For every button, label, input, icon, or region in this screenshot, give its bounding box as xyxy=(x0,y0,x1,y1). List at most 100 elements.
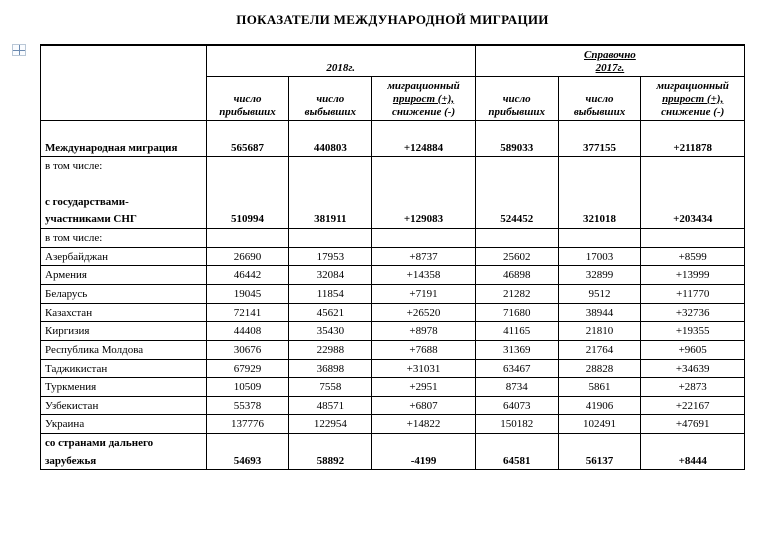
row-label: со странами дальнего xyxy=(41,434,207,452)
header-arrivals-2018: число прибывших xyxy=(206,77,289,121)
cell: +19355 xyxy=(641,322,745,341)
row-label: Международная миграция xyxy=(41,139,207,157)
row-label: Туркмения xyxy=(41,378,207,397)
row-label: Таджикистан xyxy=(41,359,207,378)
cell: +9605 xyxy=(641,340,745,359)
cell: 31369 xyxy=(475,340,558,359)
header-departures-2018: число выбывших xyxy=(289,77,372,121)
table-row: Киргизия 44408 35430 +8978 41165 21810 +… xyxy=(41,322,745,341)
table-row: зарубежья 54693 58892 -4199 64581 56137 … xyxy=(41,452,745,470)
cell: +203434 xyxy=(641,210,745,228)
cell: 11854 xyxy=(289,284,372,303)
cell: 41165 xyxy=(475,322,558,341)
cell: +31031 xyxy=(372,359,476,378)
page-title: ПОКАЗАТЕЛИ МЕЖДУНАРОДНОЙ МИГРАЦИИ xyxy=(40,12,745,28)
cell: 46898 xyxy=(475,266,558,285)
cell: 35430 xyxy=(289,322,372,341)
cell: +14822 xyxy=(372,415,476,434)
cell: 150182 xyxy=(475,415,558,434)
cell: +32736 xyxy=(641,303,745,322)
cell: 21282 xyxy=(475,284,558,303)
cell: 8734 xyxy=(475,378,558,397)
cell: +8737 xyxy=(372,247,476,266)
cell: +22167 xyxy=(641,396,745,415)
header-growth-2018: миграционный прирост (+), снижение (-) xyxy=(372,77,476,121)
table-row xyxy=(41,121,745,139)
cell: +47691 xyxy=(641,415,745,434)
cell: 28828 xyxy=(558,359,641,378)
cell: 102491 xyxy=(558,415,641,434)
cell: 36898 xyxy=(289,359,372,378)
header-ref-line2: 2017г. xyxy=(596,62,625,74)
cell: +13999 xyxy=(641,266,745,285)
cell: 63467 xyxy=(475,359,558,378)
table-row: участниками СНГ 510994 381911 +129083 52… xyxy=(41,210,745,228)
cell: +211878 xyxy=(641,139,745,157)
header-arrivals-2017: число прибывших xyxy=(475,77,558,121)
row-label: Казахстан xyxy=(41,303,207,322)
cell: +7688 xyxy=(372,340,476,359)
cell: 510994 xyxy=(206,210,289,228)
table-header-row: 2018г. Справочно 2017г. xyxy=(41,45,745,77)
cell: 71680 xyxy=(475,303,558,322)
cell: 46442 xyxy=(206,266,289,285)
cell: 38944 xyxy=(558,303,641,322)
table-row: Беларусь 19045 11854 +7191 21282 9512 +1… xyxy=(41,284,745,303)
table-row: в том числе: xyxy=(41,229,745,248)
table-row: Азербайджан 26690 17953 +8737 25602 1700… xyxy=(41,247,745,266)
cell: 32899 xyxy=(558,266,641,285)
table-row xyxy=(41,175,745,193)
cell: 64581 xyxy=(475,452,558,470)
cell: +129083 xyxy=(372,210,476,228)
cell: +2873 xyxy=(641,378,745,397)
cell: +2951 xyxy=(372,378,476,397)
row-label: Украина xyxy=(41,415,207,434)
cell: 19045 xyxy=(206,284,289,303)
cell: 7558 xyxy=(289,378,372,397)
row-label: в том числе: xyxy=(41,229,207,248)
cell: 122954 xyxy=(289,415,372,434)
row-label: Республика Молдова xyxy=(41,340,207,359)
cell: 44408 xyxy=(206,322,289,341)
cell: +26520 xyxy=(372,303,476,322)
table-row: Туркмения 10509 7558 +2951 8734 5861 +28… xyxy=(41,378,745,397)
cell: 377155 xyxy=(558,139,641,157)
cell: 56137 xyxy=(558,452,641,470)
row-label: Киргизия xyxy=(41,322,207,341)
cell: 321018 xyxy=(558,210,641,228)
cell: 54693 xyxy=(206,452,289,470)
cell: 589033 xyxy=(475,139,558,157)
cell: 17953 xyxy=(289,247,372,266)
header-blank xyxy=(41,45,207,121)
row-label: Азербайджан xyxy=(41,247,207,266)
cell: 55378 xyxy=(206,396,289,415)
cell: +11770 xyxy=(641,284,745,303)
header-ref-line1: Справочно xyxy=(584,49,636,61)
cell: 48571 xyxy=(289,396,372,415)
row-label: участниками СНГ xyxy=(41,210,207,228)
table-row: Армения 46442 32084 +14358 46898 32899 +… xyxy=(41,266,745,285)
header-growth-2017: миграционный прирост (+), снижение (-) xyxy=(641,77,745,121)
table-anchor-icon xyxy=(12,44,26,56)
cell: 565687 xyxy=(206,139,289,157)
cell: 25602 xyxy=(475,247,558,266)
cell: 9512 xyxy=(558,284,641,303)
cell: 5861 xyxy=(558,378,641,397)
header-2018: 2018г. xyxy=(206,45,475,77)
cell: 137776 xyxy=(206,415,289,434)
table-row: Узбекистан 55378 48571 +6807 64073 41906… xyxy=(41,396,745,415)
cell: +14358 xyxy=(372,266,476,285)
cell: 524452 xyxy=(475,210,558,228)
table-row: Международная миграция 565687 440803 +12… xyxy=(41,139,745,157)
header-reference: Справочно 2017г. xyxy=(475,45,744,77)
table-row: Казахстан 72141 45621 +26520 71680 38944… xyxy=(41,303,745,322)
cell: 17003 xyxy=(558,247,641,266)
cell: 32084 xyxy=(289,266,372,285)
cell: 67929 xyxy=(206,359,289,378)
cell: +8978 xyxy=(372,322,476,341)
cell: 21810 xyxy=(558,322,641,341)
row-label: с государствами- xyxy=(41,193,207,211)
cell: 26690 xyxy=(206,247,289,266)
cell: +34639 xyxy=(641,359,745,378)
migration-table: 2018г. Справочно 2017г. число прибывших … xyxy=(40,44,745,470)
